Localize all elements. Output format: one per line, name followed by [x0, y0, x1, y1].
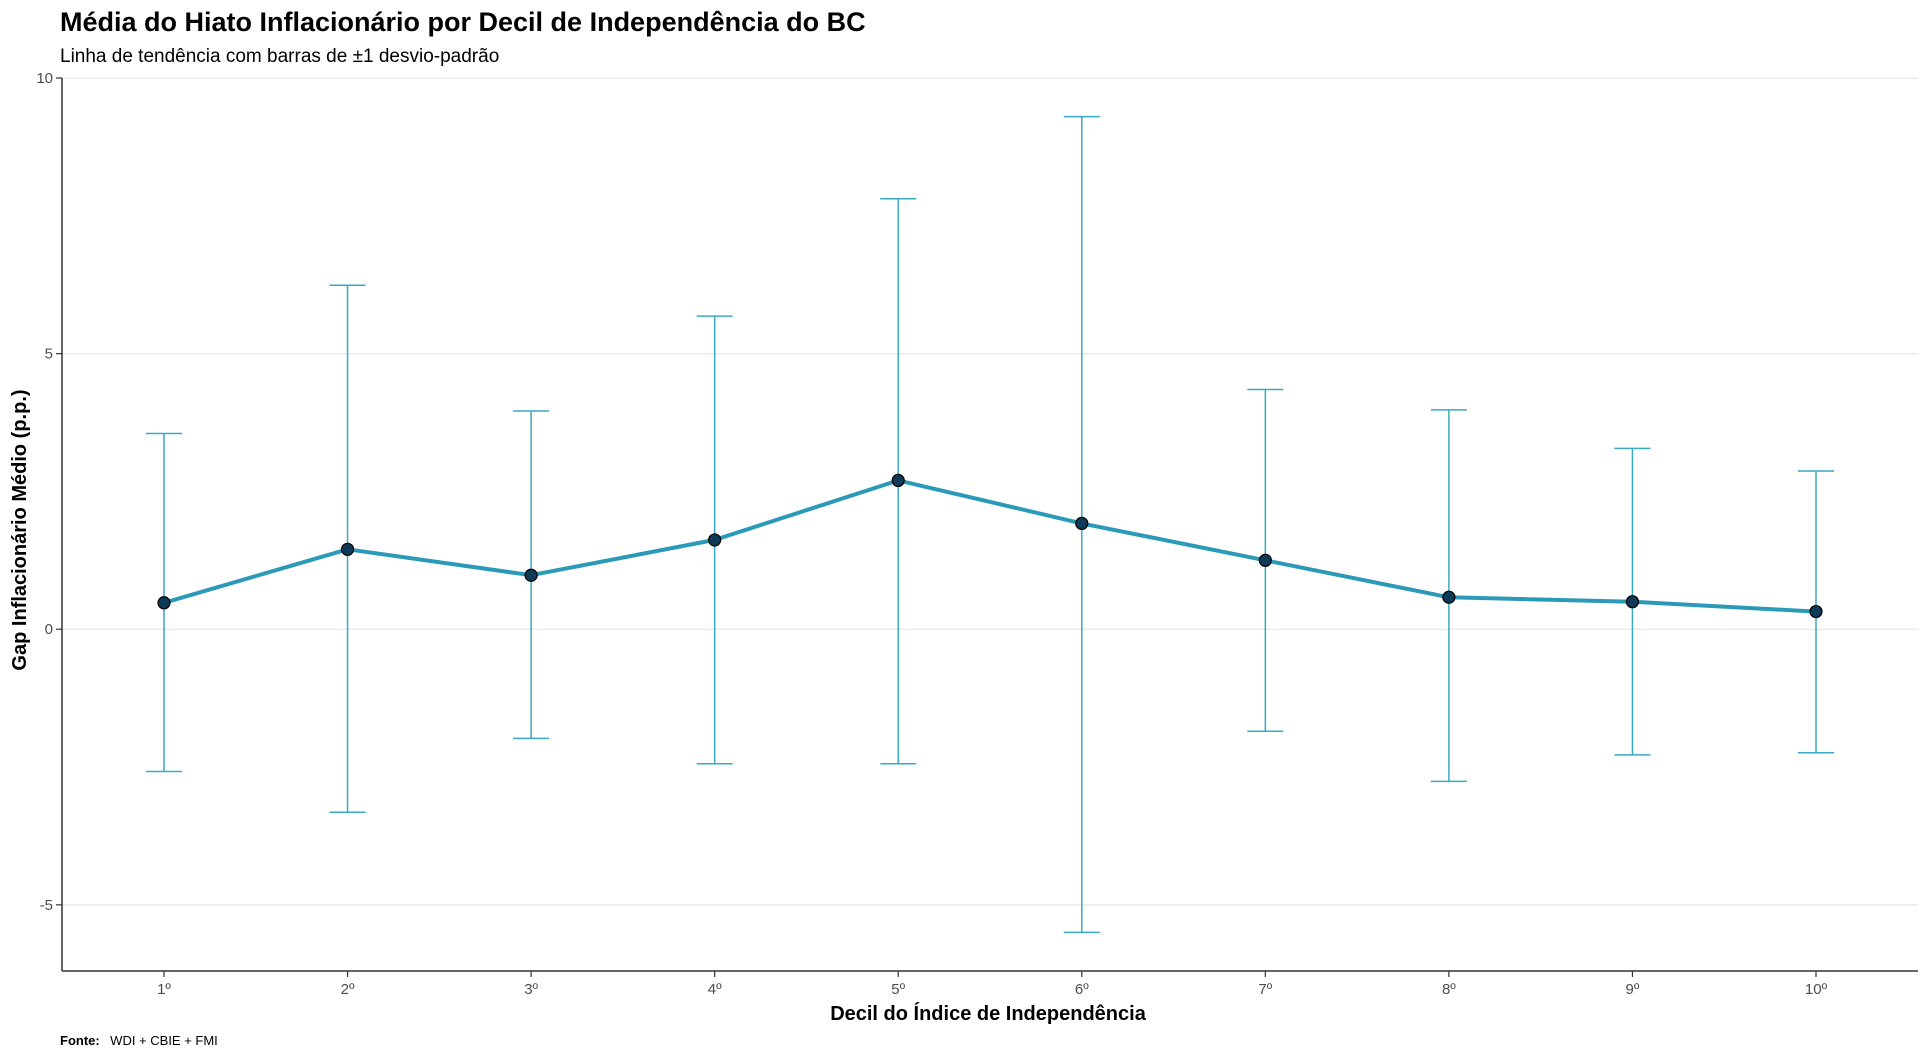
data-point	[1075, 516, 1089, 530]
data-points	[157, 473, 1823, 619]
data-point	[708, 533, 722, 547]
data-point	[1625, 595, 1640, 609]
x-tick-label: 10º	[1805, 981, 1828, 998]
data-point	[1442, 590, 1456, 604]
y-tick-label: 5	[45, 346, 53, 363]
data-point	[340, 542, 355, 556]
caption: Fonte: WDI + CBIE + FMI	[60, 1032, 218, 1049]
chart-subtitle: Linha de tendência com barras de ±1 desv…	[60, 46, 499, 67]
y-tick-label: -5	[40, 897, 53, 914]
trend-line-group	[162, 478, 1818, 614]
data-point	[157, 596, 171, 610]
chart-title: Média do Hiato Inflacionário por Decil d…	[60, 7, 866, 37]
x-tick-label: 3º	[524, 981, 538, 998]
x-tick-label: 4º	[708, 981, 722, 998]
x-tick-label: 8º	[1442, 981, 1456, 998]
y-tick-label: 10	[36, 70, 53, 87]
data-point	[1809, 604, 1823, 619]
data-point	[1258, 553, 1272, 567]
x-tick-label: 1º	[157, 981, 171, 998]
caption-label: Fonte:	[60, 1033, 100, 1048]
x-tick-label: 5º	[891, 981, 905, 998]
error-bars	[146, 115, 1834, 934]
x-tick-label: 9º	[1626, 981, 1640, 998]
caption-text: WDI + CBIE + FMI	[110, 1033, 218, 1048]
x-axis-title: Decil do Índice de Independência	[830, 1002, 1147, 1025]
x-tick-label: 6º	[1075, 981, 1089, 998]
y-axis-title: Gap Inflacionário Médio (p.p.)	[9, 389, 31, 670]
y-tick-label: 0	[45, 621, 53, 638]
data-point	[524, 568, 538, 582]
x-tick-labels: 1º 2º 3º 4º 5º 6º 7º 8º 9º 10º	[157, 981, 1828, 998]
gridlines	[62, 77, 1918, 906]
x-tick-label: 2º	[341, 981, 355, 998]
trend-line	[162, 478, 1818, 614]
x-tick-label: 7º	[1258, 981, 1272, 998]
axes	[56, 77, 1918, 977]
data-point	[891, 473, 905, 488]
y-tick-labels: -5 0 5 10	[36, 70, 53, 914]
